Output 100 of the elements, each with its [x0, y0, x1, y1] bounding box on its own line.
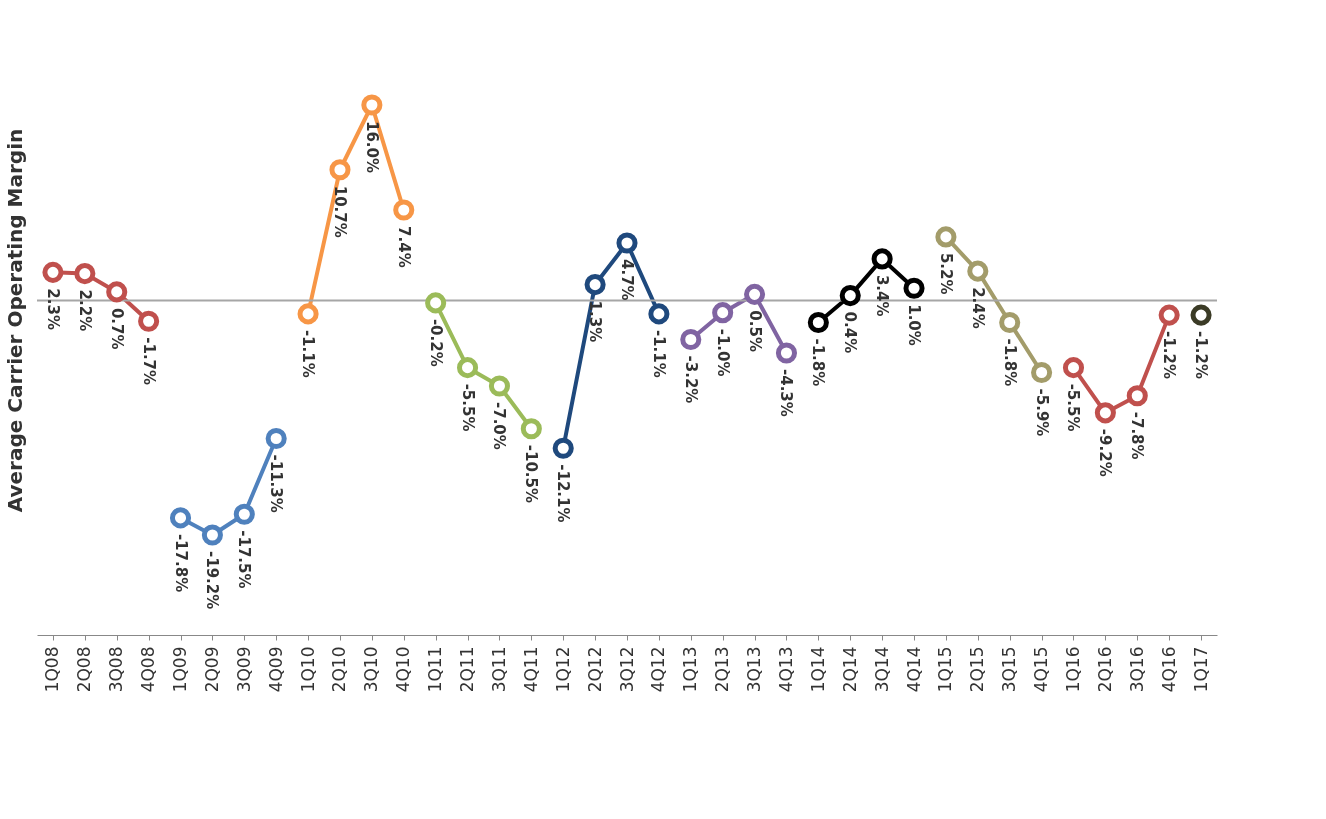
x-tick-label: 2Q14 — [839, 646, 860, 693]
x-tick-label: 4Q13 — [775, 646, 796, 693]
x-tick-label: 3Q09 — [233, 646, 254, 693]
data-label: -1.2% — [1192, 331, 1211, 379]
x-tick-label: 1Q08 — [42, 646, 63, 693]
point — [520, 418, 542, 440]
x-tick-label: 1Q14 — [807, 646, 828, 693]
point — [648, 303, 670, 325]
point — [42, 261, 64, 283]
x-tick-label: 1Q09 — [170, 646, 191, 693]
x-tick-label: 4Q16 — [1158, 646, 1179, 693]
x-tick-label: 4Q15 — [1031, 646, 1052, 693]
data-label: 1.3% — [586, 300, 605, 343]
data-label: 2.4% — [968, 287, 987, 329]
x-tick-label: 2Q08 — [74, 646, 95, 693]
x-tick-label: 2Q10 — [329, 646, 350, 693]
data-label: -1.1% — [649, 329, 668, 378]
data-label: 0.7% — [107, 307, 126, 350]
point — [425, 292, 447, 314]
x-tick-label: 3Q08 — [106, 646, 127, 693]
data-label: -5.9% — [1032, 388, 1051, 437]
point — [233, 503, 255, 525]
point — [616, 232, 638, 254]
data-label: -1.1% — [299, 329, 318, 378]
point — [456, 357, 479, 379]
x-tick-label: 4Q12 — [648, 646, 669, 693]
point — [201, 524, 223, 546]
data-label: -19.2% — [203, 551, 222, 610]
data-label: 16.0% — [362, 121, 381, 174]
point — [1190, 304, 1212, 326]
data-label: -1.7% — [139, 337, 158, 386]
data-label: 5.2% — [936, 252, 955, 295]
point — [712, 302, 734, 324]
point — [775, 342, 798, 364]
data-label: 3.4% — [873, 274, 892, 317]
point — [1126, 385, 1148, 407]
x-tick-label: 1Q17 — [1190, 646, 1211, 693]
x-tick-label: 4Q09 — [265, 646, 286, 693]
data-label: -17.5% — [235, 530, 254, 589]
point — [74, 263, 96, 285]
x-tick-label: 3Q14 — [871, 646, 892, 693]
point — [903, 277, 925, 299]
x-tick-label: 3Q11 — [488, 646, 509, 693]
x-tick-label: 1Q10 — [297, 646, 318, 693]
point — [1158, 304, 1180, 326]
data-label: -10.5% — [522, 444, 541, 503]
point — [297, 303, 319, 325]
point — [744, 283, 766, 305]
x-tick-label: 3Q13 — [744, 646, 765, 693]
x-tick-label: 3Q15 — [999, 646, 1020, 693]
point — [584, 274, 606, 296]
data-label: 0.5% — [745, 310, 764, 352]
point — [361, 94, 383, 116]
point — [329, 159, 351, 181]
point — [552, 437, 574, 459]
data-label: 7.4% — [394, 226, 413, 268]
x-tick-label: 3Q10 — [361, 646, 382, 693]
data-label: -7.8% — [1128, 411, 1147, 460]
point — [807, 311, 829, 333]
point — [393, 199, 415, 221]
x-tick-label: 2Q16 — [1094, 646, 1115, 693]
point — [106, 281, 128, 303]
x-tick-label: 2Q15 — [967, 646, 988, 693]
x-tick-label: 1Q15 — [935, 646, 956, 693]
x-tick-label: 3Q12 — [616, 646, 637, 693]
data-label: 2.3% — [43, 288, 62, 330]
x-tick-label: 4Q10 — [393, 646, 414, 693]
point — [839, 285, 861, 307]
data-label: -7.0% — [490, 401, 509, 450]
x-tick-label: 4Q14 — [903, 646, 924, 693]
x-tick-label: 2Q11 — [457, 646, 478, 693]
data-label: -5.5% — [1064, 383, 1083, 432]
data-label: -17.8% — [171, 533, 190, 593]
data-label: 2.2% — [75, 289, 94, 332]
data-label: -12.1% — [554, 464, 573, 523]
data-label: -1.8% — [1000, 338, 1019, 387]
point — [265, 427, 287, 450]
x-tick-label: 1Q16 — [1062, 646, 1083, 693]
x-tick-label: 4Q11 — [520, 646, 541, 693]
point — [680, 329, 702, 351]
point — [488, 375, 510, 397]
point — [138, 310, 160, 332]
x-tick-label: 1Q13 — [680, 646, 701, 693]
x-tick-label: 2Q13 — [712, 646, 733, 693]
data-label: -4.3% — [777, 368, 796, 417]
x-tick-label: 2Q12 — [584, 646, 605, 693]
data-label: -5.5% — [458, 383, 477, 432]
data-label: -1.0% — [713, 328, 732, 377]
point — [1062, 357, 1085, 379]
data-label: 0.4% — [841, 311, 860, 354]
data-label: -1.8% — [809, 338, 828, 387]
x-tick-label: 1Q12 — [552, 646, 573, 693]
y-axis-title: Average Carrier Operating Margin — [2, 128, 27, 513]
data-label: 10.7% — [330, 185, 349, 238]
point — [999, 311, 1021, 333]
x-tick-label: 4Q08 — [138, 646, 159, 693]
point — [871, 248, 893, 270]
data-label: 4.7% — [618, 259, 636, 301]
data-label: 1.0% — [905, 304, 924, 346]
point — [1094, 402, 1116, 424]
